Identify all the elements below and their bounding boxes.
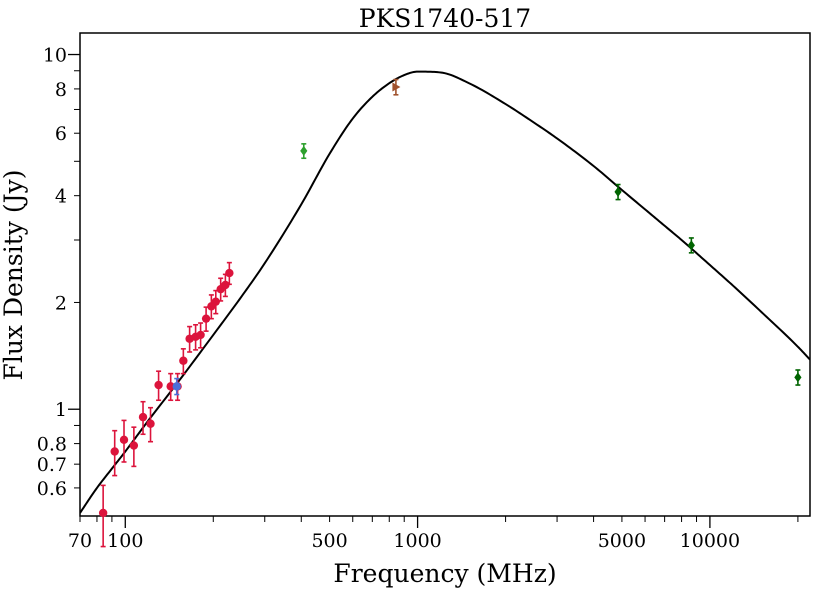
point-marker	[392, 82, 401, 92]
data-point	[207, 294, 216, 320]
chart-title: PKS1740-517	[359, 4, 531, 33]
point-marker	[221, 280, 230, 290]
data-point	[179, 348, 188, 375]
point-marker	[794, 372, 802, 383]
y-tick-label: 0.8	[37, 434, 67, 456]
data-point	[129, 426, 139, 468]
data-points-group	[98, 78, 802, 548]
point-marker	[179, 356, 188, 365]
point-marker	[201, 314, 211, 323]
y-tick-label: 0.6	[37, 478, 67, 500]
data-point	[154, 370, 163, 402]
data-point	[110, 429, 119, 477]
point-marker	[614, 186, 622, 197]
point-marker	[172, 382, 181, 391]
x-tick-label: 100	[107, 530, 143, 552]
y-tick-label: 4	[55, 186, 67, 208]
point-marker	[98, 508, 108, 518]
point-marker	[166, 382, 175, 391]
y-tick-label: 8	[55, 79, 67, 101]
data-point	[794, 369, 802, 386]
data-point	[392, 78, 401, 96]
data-point	[201, 306, 211, 332]
data-point	[146, 406, 155, 443]
point-marker	[687, 240, 695, 251]
data-point	[119, 419, 129, 463]
y-tick-label: 10	[43, 45, 67, 67]
y-axis-title: Flux Density (Jy)	[0, 169, 28, 380]
data-point	[196, 322, 205, 349]
x-tick-label: 10000	[680, 530, 740, 552]
data-point	[225, 261, 234, 286]
y-tick-label: 1	[55, 399, 67, 421]
y-tick-label: 0.7	[37, 454, 67, 476]
point-marker	[196, 330, 205, 340]
y-axis: 0.60.70.8 1 2 4 6 8 10	[37, 45, 80, 500]
data-point	[138, 400, 148, 436]
point-marker	[146, 419, 155, 428]
point-marker	[154, 380, 163, 390]
point-marker	[138, 412, 148, 422]
plot-frame	[79, 32, 811, 517]
x-tick-label: 1000	[393, 530, 441, 552]
x-tick-label: 500	[311, 530, 347, 552]
point-marker	[119, 435, 129, 444]
data-point	[98, 484, 108, 548]
point-marker	[225, 268, 234, 278]
data-point	[614, 183, 622, 201]
data-point	[211, 289, 220, 315]
x-axis: 70 100 500 1000 5000 10000	[68, 516, 799, 552]
point-marker	[110, 447, 119, 456]
plot-border	[79, 32, 811, 517]
point-marker	[211, 297, 220, 306]
x-axis-title: Frequency (MHz)	[333, 559, 556, 588]
point-marker	[129, 441, 139, 450]
data-point	[191, 323, 200, 351]
data-point	[687, 237, 695, 254]
fit-curve	[80, 70, 810, 514]
data-point	[166, 372, 175, 402]
fit-curve-group	[80, 70, 810, 514]
point-marker	[300, 145, 308, 156]
data-point	[172, 377, 181, 396]
y-tick-label: 6	[55, 123, 67, 145]
data-point	[300, 143, 308, 160]
x-tick-label: 70	[68, 530, 92, 552]
y-tick-label: 2	[55, 292, 67, 314]
x-tick-label: 5000	[598, 530, 646, 552]
